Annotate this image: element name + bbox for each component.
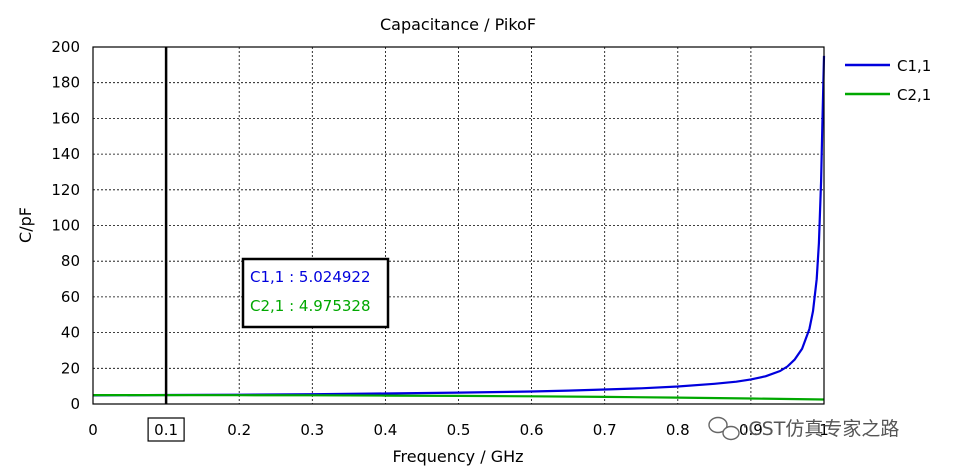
y-tick-label: 80 — [61, 252, 80, 270]
chart-title: Capacitance / PikoF — [380, 15, 536, 34]
legend-label-c21: C2,1 — [897, 86, 931, 104]
x-axis-label: Frequency / GHz — [392, 447, 523, 466]
x-tick-label: 0.2 — [227, 421, 251, 439]
marker-readout-frame — [241, 257, 390, 329]
y-tick-labels: 0 20 40 60 80 100 120 140 160 180 200 — [51, 38, 80, 413]
x-tick-label: 0.1 — [154, 421, 178, 439]
x-tick-label: 0.6 — [520, 421, 544, 439]
x-tick-label: 0.5 — [447, 421, 471, 439]
grid — [93, 47, 824, 404]
legend-item-c11[interactable]: C1,1 — [845, 57, 931, 75]
x-tick-label: 0.3 — [300, 421, 324, 439]
series-layer — [92, 55, 826, 401]
watermark: :CST仿真专家之路 — [708, 416, 899, 441]
x-tick-label: 0 — [88, 421, 98, 439]
readout-c21: C2,1 : 4.975328 — [250, 297, 371, 315]
wechat-icon — [708, 416, 740, 441]
series-line-c2-1[interactable] — [93, 394, 825, 401]
readout-c11: C1,1 : 5.024922 — [250, 268, 371, 286]
x-tick-label: 0.8 — [666, 421, 690, 439]
y-tick-label: 40 — [61, 324, 80, 342]
y-tick-label: 180 — [51, 74, 80, 92]
y-tick-label: 140 — [51, 145, 80, 163]
legend: C1,1 C2,1 — [845, 57, 931, 104]
x-tick-label: 0.7 — [593, 421, 617, 439]
x-tick-label: 1 — [819, 421, 829, 439]
x-tick-highlight-box — [147, 417, 185, 442]
y-axis-label: C/pF — [16, 207, 35, 243]
marker-readout-box[interactable]: C1,1 : 5.024922 C2,1 : 4.975328 — [241, 257, 390, 329]
y-tick-label: 100 — [51, 217, 80, 235]
x-tick-label: 0.4 — [373, 421, 397, 439]
x-tick-labels: 0 0.1 0.2 0.3 0.4 0.5 0.6 0.7 0.8 0.9 1 — [88, 417, 829, 442]
y-tick-label: 160 — [51, 109, 80, 127]
y-tick-label: 200 — [51, 38, 80, 56]
plot-frame — [92, 46, 825, 405]
y-tick-label: 0 — [70, 395, 80, 413]
y-tick-label: 60 — [61, 288, 80, 306]
legend-label-c11: C1,1 — [897, 57, 931, 75]
series-line-c1-1[interactable] — [92, 55, 826, 397]
watermark-text: :CST仿真专家之路 — [742, 418, 899, 440]
x-tick-label: 0.9 — [739, 421, 763, 439]
y-tick-label: 120 — [51, 181, 80, 199]
y-tick-label: 20 — [61, 359, 80, 377]
legend-item-c21[interactable]: C2,1 — [845, 86, 931, 104]
